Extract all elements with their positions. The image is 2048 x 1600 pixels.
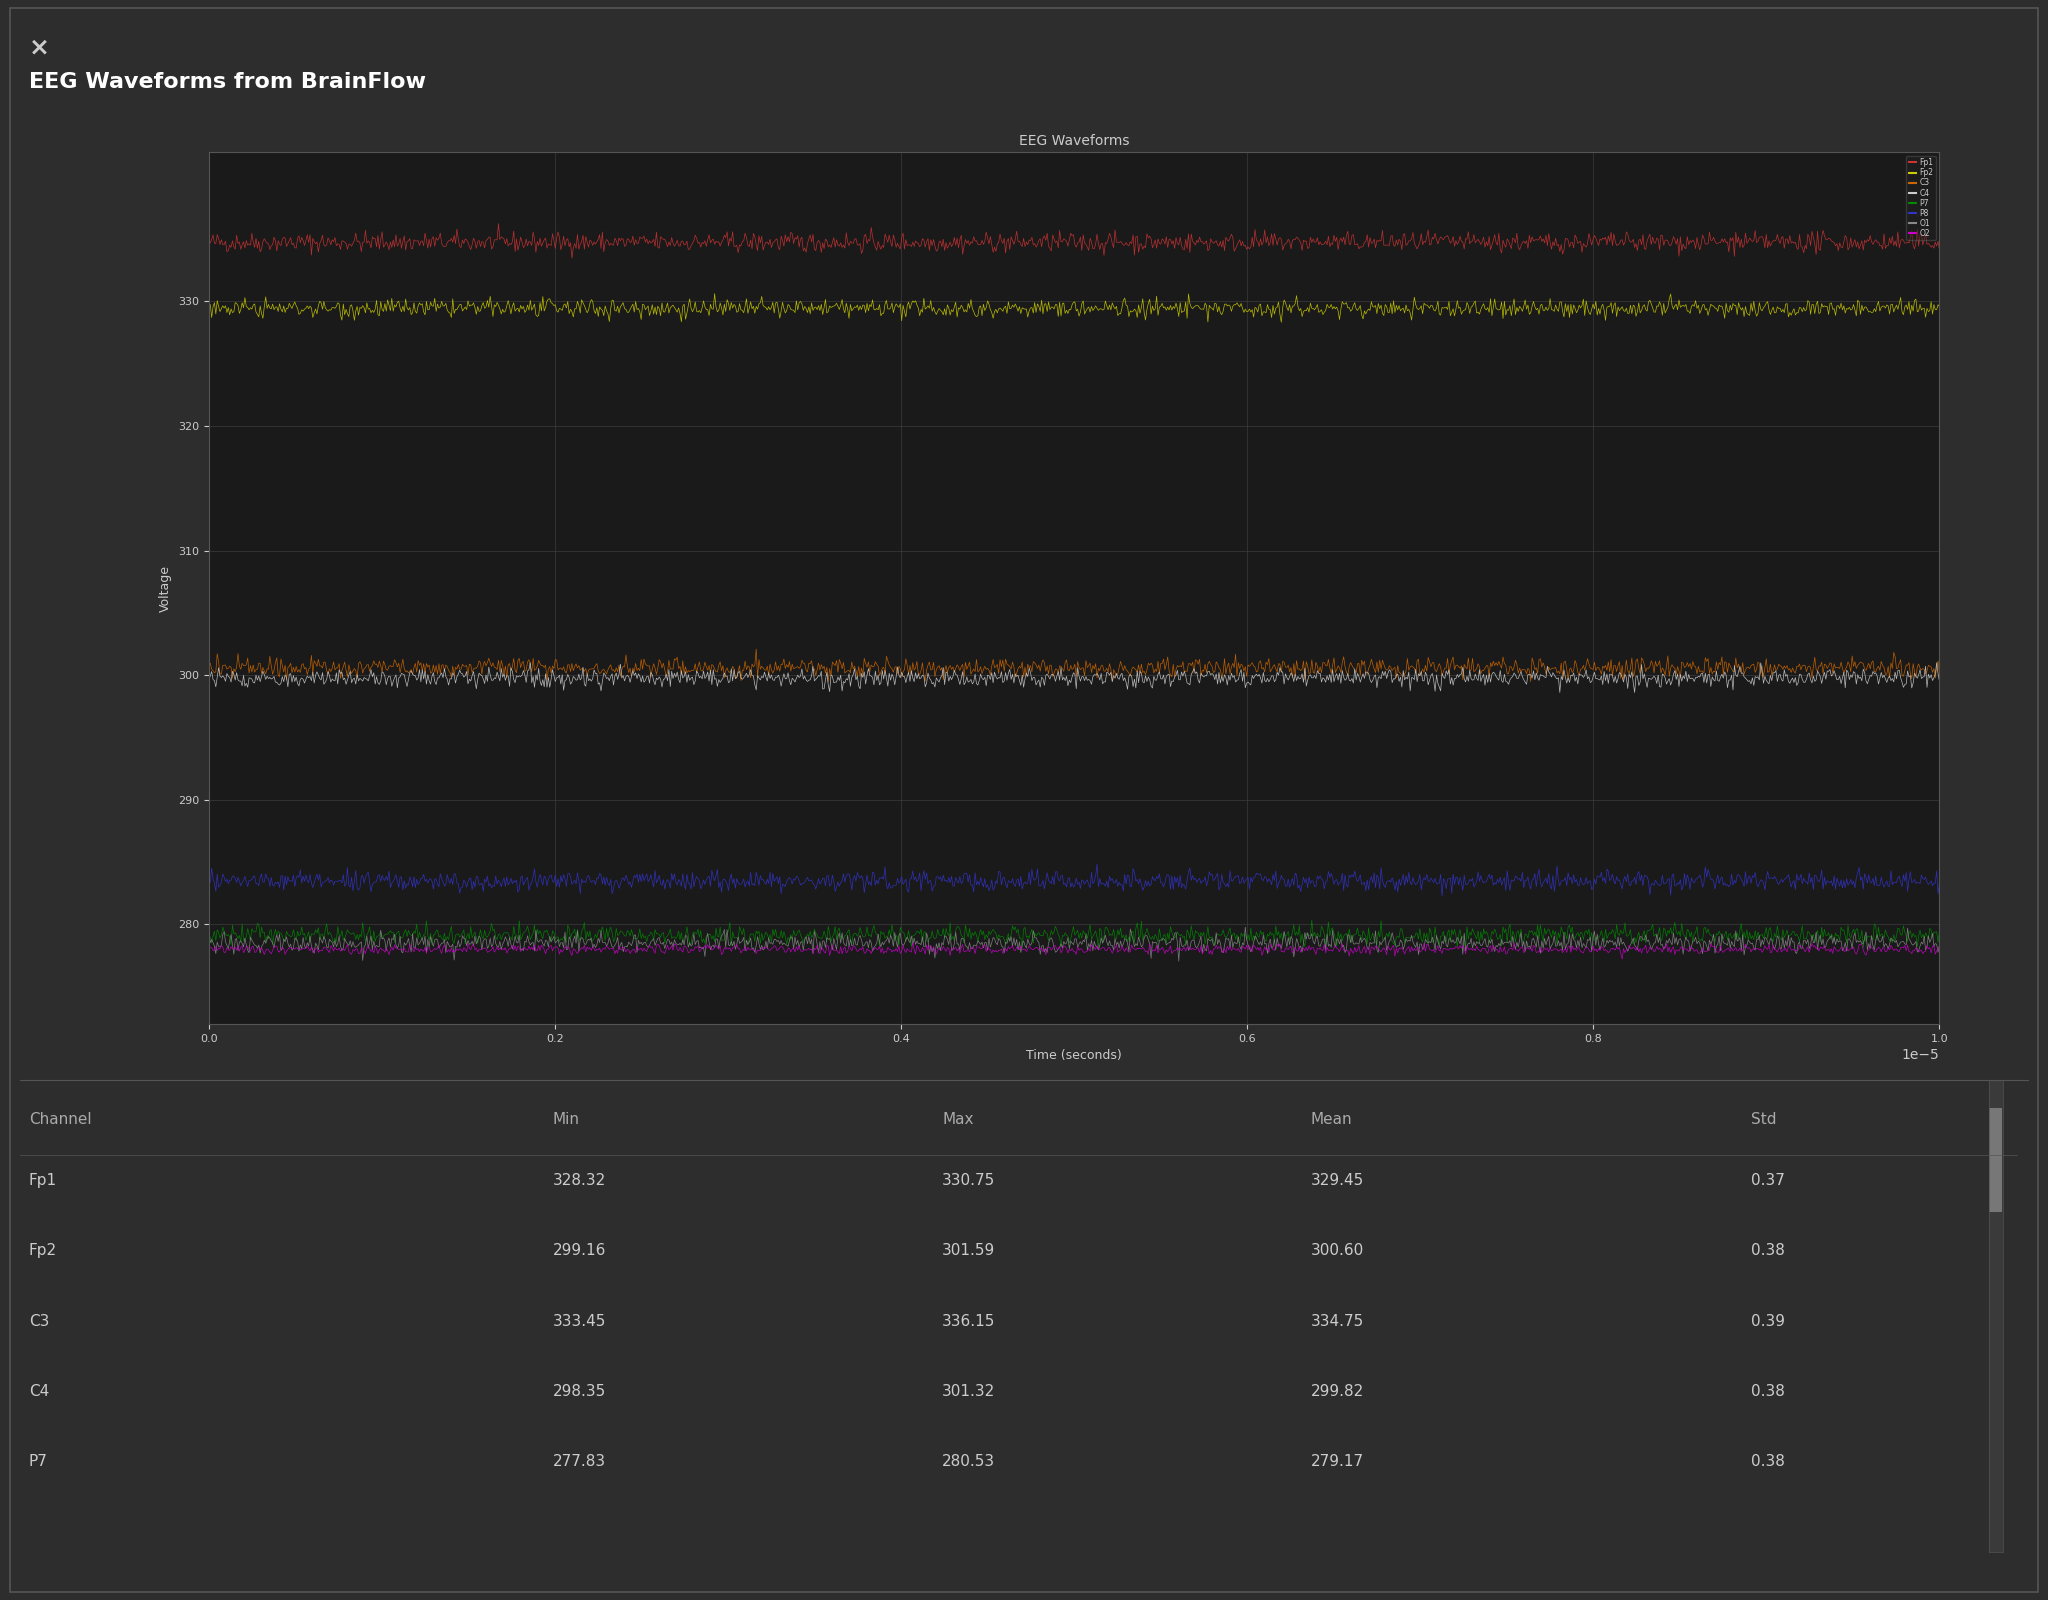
Text: EEG Waveforms from BrainFlow: EEG Waveforms from BrainFlow <box>29 72 426 91</box>
Text: 301.32: 301.32 <box>942 1384 995 1398</box>
Text: P7: P7 <box>29 1454 47 1469</box>
Text: Min: Min <box>553 1112 580 1126</box>
Text: 333.45: 333.45 <box>553 1314 606 1328</box>
Text: ×: × <box>29 35 49 59</box>
Text: Fp2: Fp2 <box>29 1243 57 1258</box>
Text: 277.83: 277.83 <box>553 1454 606 1469</box>
Text: 298.35: 298.35 <box>553 1384 606 1398</box>
Legend: Fp1, Fp2, C3, C4, P7, P8, O1, O2: Fp1, Fp2, C3, C4, P7, P8, O1, O2 <box>1907 155 1935 240</box>
Text: 328.32: 328.32 <box>553 1173 606 1187</box>
Text: 334.75: 334.75 <box>1311 1314 1364 1328</box>
Text: 280.53: 280.53 <box>942 1454 995 1469</box>
Text: Channel: Channel <box>29 1112 92 1126</box>
X-axis label: Time (seconds): Time (seconds) <box>1026 1050 1122 1062</box>
Text: 279.17: 279.17 <box>1311 1454 1364 1469</box>
Text: Mean: Mean <box>1311 1112 1352 1126</box>
Text: 301.59: 301.59 <box>942 1243 995 1258</box>
Text: 330.75: 330.75 <box>942 1173 995 1187</box>
Text: 0.38: 0.38 <box>1751 1243 1786 1258</box>
Title: EEG Waveforms: EEG Waveforms <box>1020 134 1128 149</box>
Bar <box>1989 1109 2003 1213</box>
Text: 336.15: 336.15 <box>942 1314 995 1328</box>
Text: 0.39: 0.39 <box>1751 1314 1786 1328</box>
Text: 329.45: 329.45 <box>1311 1173 1364 1187</box>
Text: 0.37: 0.37 <box>1751 1173 1786 1187</box>
Text: 299.82: 299.82 <box>1311 1384 1364 1398</box>
Text: 0.38: 0.38 <box>1751 1384 1786 1398</box>
Text: 0.38: 0.38 <box>1751 1454 1786 1469</box>
Text: C3: C3 <box>29 1314 49 1328</box>
Y-axis label: Voltage: Voltage <box>160 565 172 611</box>
Text: C4: C4 <box>29 1384 49 1398</box>
Text: Max: Max <box>942 1112 973 1126</box>
Text: 300.60: 300.60 <box>1311 1243 1364 1258</box>
Text: 299.16: 299.16 <box>553 1243 606 1258</box>
Text: Std: Std <box>1751 1112 1776 1126</box>
Text: Fp1: Fp1 <box>29 1173 57 1187</box>
